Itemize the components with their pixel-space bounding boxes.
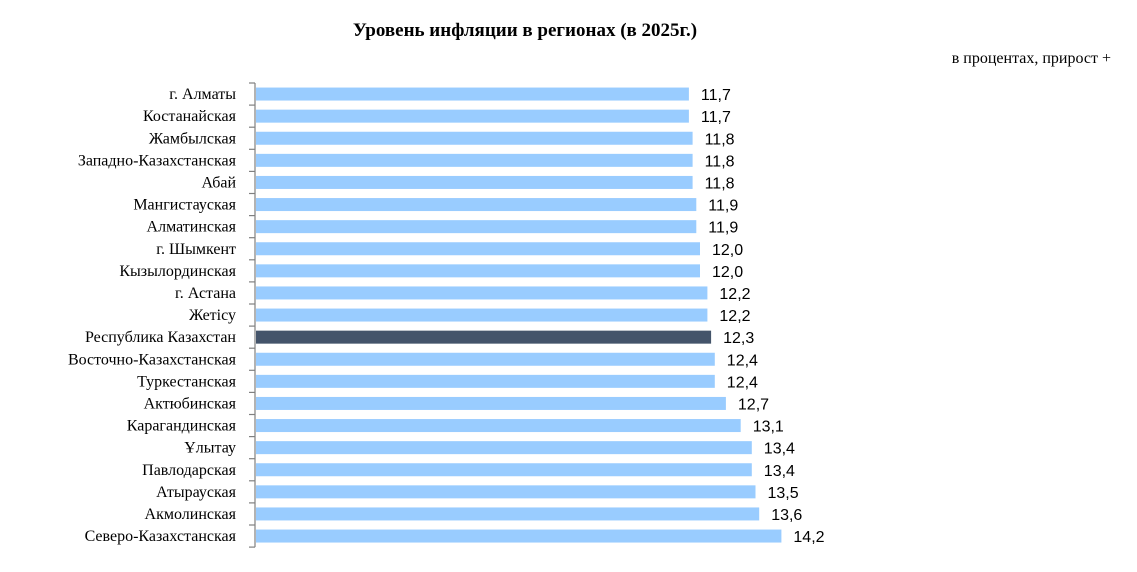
bar [256,352,715,366]
category-label: Актюбинская [144,395,237,412]
bar [256,242,700,256]
category-label: Абай [201,174,236,191]
bar [256,220,697,234]
value-label: 12,0 [712,264,743,281]
value-label: 11,8 [705,131,735,148]
value-label: 13,4 [764,463,795,480]
value-label: 12,4 [727,352,758,369]
bar [256,330,712,344]
category-label: г. Шымкент [156,241,236,258]
bar [256,507,760,521]
bar [256,441,752,455]
category-label: Атырауская [156,484,237,501]
category-label: Акмолинская [145,506,237,523]
bar [256,87,689,101]
category-label: Ұлытау [184,440,236,457]
category-label: Карагандинская [127,418,237,435]
value-label: 13,6 [771,507,802,524]
value-label: 12,7 [738,396,769,413]
bar [256,529,782,543]
category-label: Жетісу [189,307,236,324]
bar [256,374,715,388]
category-label: г. Астана [175,285,236,302]
value-label: 11,9 [708,220,738,237]
category-label: Северо-Казахстанская [85,528,237,545]
category-label: Жамбылская [149,130,237,147]
bar [256,131,693,145]
value-label: 11,9 [708,198,738,215]
value-label: 13,1 [753,419,784,436]
category-label: г. Алматы [169,86,236,103]
category-label: Мангистауская [133,197,236,214]
category-label: Костанайская [143,108,237,125]
category-label: Туркестанская [137,373,237,390]
value-label: 11,7 [701,87,731,104]
value-label: 11,8 [705,153,735,170]
bar [256,463,752,477]
bar [256,109,689,123]
category-label: Республика Казахстан [85,329,236,346]
bar [256,485,756,499]
bar [256,396,726,410]
value-label: 14,2 [793,529,824,546]
bar [256,198,697,212]
value-label: 11,7 [701,109,731,126]
bar [256,153,693,167]
category-label: Западно-Казахстанская [78,152,237,169]
value-label: 12,0 [712,242,743,259]
unit-note: в процентах, прирост + [951,50,1111,67]
value-label: 12,3 [723,330,754,347]
bar [256,175,693,189]
bar [256,308,708,322]
value-label: 13,5 [768,485,799,502]
category-label: Кызылординская [119,263,236,280]
value-label: 11,8 [705,175,735,192]
bar [256,286,708,300]
value-label: 12,2 [719,286,750,303]
bar [256,419,741,433]
value-label: 12,4 [727,374,758,391]
category-label: Восточно-Казахстанская [68,351,237,368]
value-label: 12,2 [719,308,750,325]
category-label: Павлодарская [142,462,237,479]
value-label: 13,4 [764,441,795,458]
category-label: Алматинская [147,219,237,236]
chart-title: Уровень инфляции в регионах (в 2025г.) [352,20,698,41]
bar [256,264,700,278]
